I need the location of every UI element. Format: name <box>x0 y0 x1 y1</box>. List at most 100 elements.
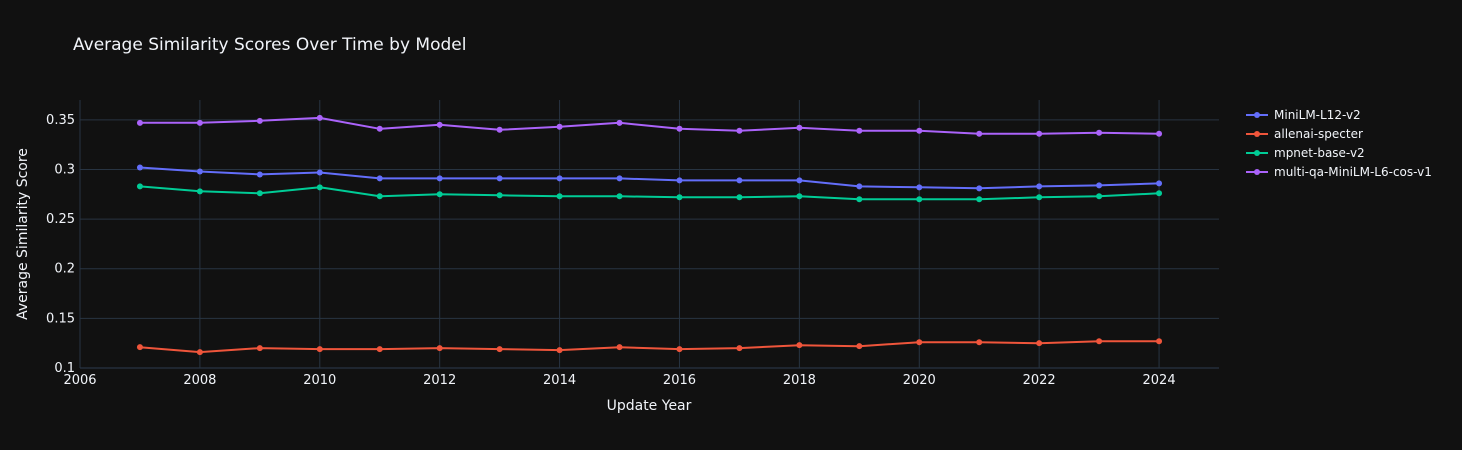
data-point <box>556 123 563 130</box>
series-multi-qa-MiniLM-L6-cos-v1 <box>136 114 1163 137</box>
data-point <box>196 168 203 175</box>
data-point <box>496 126 503 133</box>
data-point <box>916 127 923 134</box>
legend-item[interactable]: multi-qa-MiniLM-L6-cos-v1 <box>1246 165 1432 179</box>
data-point <box>556 193 563 200</box>
series-line <box>139 340 1160 354</box>
y-axis-ticks: 0.1 0.15 0.2 0.25 0.3 0.35 <box>46 113 75 376</box>
grid <box>79 100 1219 369</box>
data-point <box>496 346 503 353</box>
data-point <box>196 119 203 126</box>
data-point <box>1096 338 1103 345</box>
legend-item[interactable]: allenai-specter <box>1246 127 1363 141</box>
data-point <box>496 175 503 182</box>
data-point <box>856 343 863 350</box>
x-tick-label: 2014 <box>543 373 576 388</box>
legend-item[interactable]: mpnet-base-v2 <box>1246 146 1365 160</box>
data-point <box>136 183 143 190</box>
data-point <box>796 124 803 131</box>
data-point <box>1156 190 1163 197</box>
data-point <box>256 190 263 197</box>
y-tick-label: 0.25 <box>46 212 75 227</box>
data-point <box>916 184 923 191</box>
data-point <box>676 177 683 184</box>
data-point <box>1036 340 1043 347</box>
y-tick-label: 0.35 <box>46 113 75 128</box>
data-point <box>436 175 443 182</box>
x-tick-label: 2020 <box>903 373 936 388</box>
x-axis-title: Update Year <box>607 398 692 414</box>
data-point <box>316 184 323 191</box>
data-point <box>1036 183 1043 190</box>
series-line <box>139 166 1160 190</box>
data-point <box>1096 182 1103 189</box>
data-point <box>376 346 383 353</box>
data-point <box>1036 194 1043 201</box>
y-tick-label: 0.1 <box>54 361 75 376</box>
data-point <box>676 194 683 201</box>
data-point <box>916 339 923 346</box>
x-axis-ticks: 2006 2008 2010 2012 2014 2016 2018 2020 2022 2024 <box>63 373 1175 388</box>
x-tick-label: 2016 <box>663 373 696 388</box>
x-tick-label: 2006 <box>63 373 96 388</box>
data-point <box>856 196 863 203</box>
x-tick-label: 2010 <box>303 373 336 388</box>
data-point <box>976 185 983 192</box>
data-point <box>376 193 383 200</box>
data-point <box>676 346 683 353</box>
data-point <box>256 345 263 352</box>
data-point <box>496 192 503 199</box>
data-point <box>136 119 143 126</box>
y-tick-label: 0.15 <box>46 311 75 326</box>
data-point <box>856 127 863 134</box>
series-line <box>139 116 1160 135</box>
data-point <box>556 175 563 182</box>
data-point <box>436 191 443 198</box>
data-point <box>1036 130 1043 137</box>
data-point <box>556 347 563 354</box>
series-MiniLM-L12-v2 <box>136 164 1163 192</box>
data-point <box>916 196 923 203</box>
data-point <box>616 193 623 200</box>
data-point <box>1096 193 1103 200</box>
legend-label: mpnet-base-v2 <box>1274 146 1365 160</box>
data-point <box>196 188 203 195</box>
series-allenai-specter <box>136 338 1163 356</box>
data-point <box>616 119 623 126</box>
data-point <box>616 175 623 182</box>
data-point <box>1156 180 1163 187</box>
data-point <box>736 177 743 184</box>
legend-swatch-marker <box>1254 112 1260 118</box>
data-point <box>1156 338 1163 345</box>
x-tick-label: 2022 <box>1023 373 1056 388</box>
x-tick-label: 2008 <box>183 373 216 388</box>
data-point <box>796 342 803 349</box>
data-point <box>796 193 803 200</box>
legend-swatch-marker <box>1254 169 1260 175</box>
x-tick-label: 2012 <box>423 373 456 388</box>
legend-item[interactable]: MiniLM-L12-v2 <box>1246 108 1361 122</box>
data-point <box>316 114 323 121</box>
chart-title: Average Similarity Scores Over Time by M… <box>73 35 466 55</box>
legend[interactable]: MiniLM-L12-v2 allenai-specter mpnet-base-v… <box>1246 108 1432 179</box>
series-mpnet-base-v2 <box>136 183 1163 203</box>
data-point <box>736 345 743 352</box>
data-point <box>436 345 443 352</box>
data-point <box>316 169 323 176</box>
data-point <box>616 344 623 351</box>
data-point <box>976 130 983 137</box>
data-point <box>136 344 143 351</box>
series-line <box>139 185 1160 201</box>
data-point <box>376 175 383 182</box>
data-point <box>1096 129 1103 136</box>
x-tick-label: 2024 <box>1143 373 1176 388</box>
series-lines <box>136 114 1163 356</box>
data-point <box>976 339 983 346</box>
data-point <box>436 121 443 128</box>
data-point <box>676 125 683 132</box>
data-point <box>1156 130 1163 137</box>
data-point <box>316 346 323 353</box>
data-point <box>136 164 143 171</box>
